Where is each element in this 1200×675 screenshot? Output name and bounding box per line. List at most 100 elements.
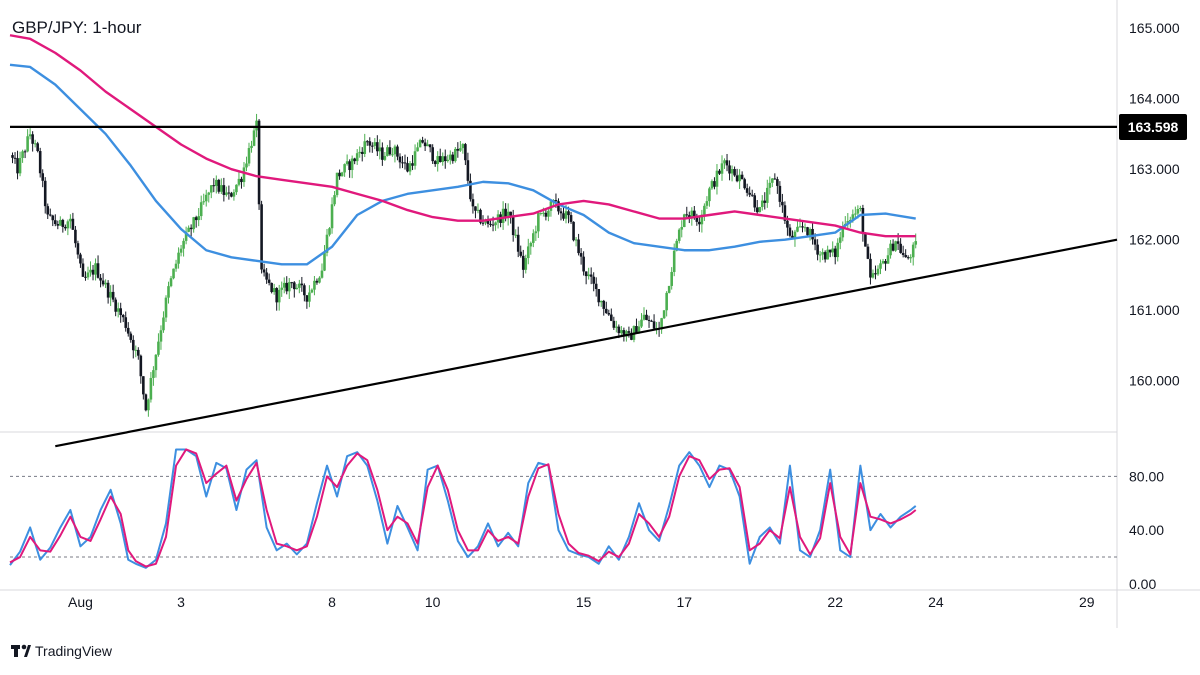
price-tick-label: 164.000 [1129, 91, 1180, 107]
candle-body [516, 234, 520, 252]
candle-body [21, 151, 24, 158]
candle-body [718, 170, 721, 174]
candle [320, 263, 324, 279]
candle-body [74, 229, 77, 244]
candle [174, 259, 178, 272]
candle-body [13, 157, 17, 159]
candle [41, 169, 45, 188]
candle-body [81, 263, 85, 277]
candle [680, 220, 684, 238]
candle-body [194, 217, 198, 221]
candle [142, 376, 145, 400]
candle [665, 291, 668, 317]
candle [514, 229, 517, 239]
candle [59, 216, 62, 226]
candle [232, 189, 236, 201]
candle-body [353, 158, 356, 162]
candle-body [260, 204, 263, 270]
candle-body [53, 220, 57, 225]
candle-body [300, 283, 304, 286]
candle [416, 142, 419, 152]
candle-body [99, 277, 102, 281]
candle [18, 151, 22, 177]
candle [187, 225, 190, 233]
stochastic-tick-label: 40.00 [1129, 522, 1164, 538]
candle-body [469, 180, 472, 200]
candle [378, 139, 382, 160]
candle-body [733, 169, 736, 176]
candle-body [187, 227, 190, 232]
candle [421, 136, 424, 144]
candle [778, 181, 782, 208]
candle-body [788, 227, 792, 236]
candle [526, 238, 530, 265]
candle-body [124, 317, 128, 328]
candle [579, 248, 583, 265]
candle [745, 183, 749, 197]
candle [758, 206, 762, 213]
candle-body [131, 339, 135, 351]
candle-body [451, 154, 455, 162]
candle [816, 239, 819, 261]
candle-body [521, 255, 525, 270]
candle [13, 152, 17, 164]
candle [386, 144, 389, 157]
candle-body [796, 226, 799, 232]
candle [376, 135, 379, 156]
candle-body [126, 327, 130, 334]
candle [755, 200, 759, 215]
candle-body [36, 143, 39, 152]
candle-body [511, 215, 515, 236]
time-tick-label: 8 [328, 594, 336, 610]
candle [886, 247, 890, 264]
candle-body [262, 269, 266, 273]
candle [225, 186, 228, 197]
candle [333, 191, 336, 207]
candle-body [282, 282, 286, 288]
candle [79, 252, 82, 268]
support-trendline[interactable] [55, 238, 1118, 448]
candle-body [677, 229, 681, 241]
candle-body [569, 215, 573, 222]
candle [708, 186, 711, 207]
candle-body [401, 162, 404, 164]
candle [670, 267, 673, 290]
candle-body [574, 239, 578, 241]
time-tick-label: 29 [1079, 594, 1095, 610]
candle-body [474, 206, 477, 211]
candle-body [778, 185, 782, 202]
candle [776, 176, 779, 194]
candle-body [56, 224, 60, 226]
candle-body [411, 163, 414, 166]
candle-body [96, 263, 100, 278]
candle [750, 189, 754, 197]
candle-body [539, 213, 543, 215]
candle-body [338, 172, 341, 177]
candle-body [587, 274, 590, 277]
candle-body [720, 163, 724, 174]
candle-body [836, 242, 840, 258]
candle-body [277, 289, 281, 303]
candle-body [564, 211, 568, 219]
candle-body [685, 214, 689, 216]
candle [16, 150, 19, 180]
candle [310, 288, 314, 294]
time-tick-label: 15 [576, 594, 592, 610]
candle [252, 126, 256, 147]
candle [184, 226, 188, 245]
candle-body [116, 308, 120, 312]
candle-body [388, 147, 392, 155]
candle [728, 160, 731, 181]
candle [771, 178, 774, 188]
candle-body [378, 147, 382, 152]
candle [398, 153, 402, 169]
candle [635, 318, 638, 334]
candle-body [584, 271, 588, 277]
candle-body [119, 308, 122, 316]
candle [876, 265, 880, 276]
candle-body [768, 182, 772, 188]
candle [396, 144, 399, 161]
candle-body [48, 214, 52, 216]
candle-body [393, 146, 397, 155]
